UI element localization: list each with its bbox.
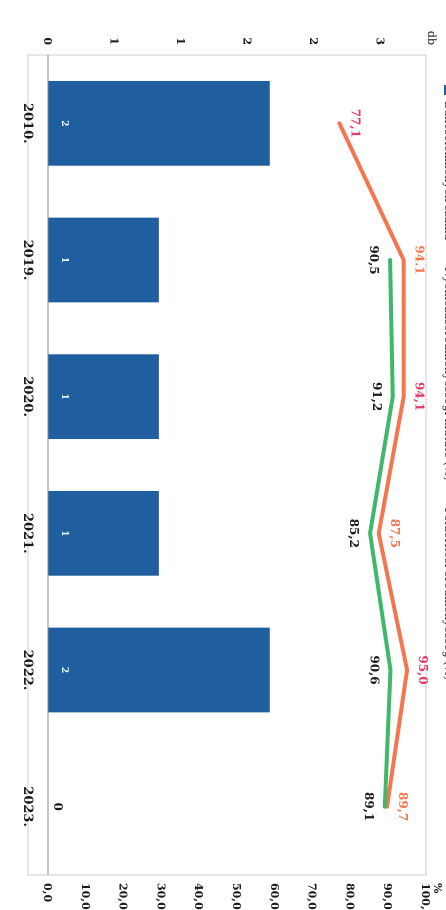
bar <box>48 627 270 713</box>
right-tick-label: 0,0 <box>41 883 54 902</box>
line-value-label: 85,2 <box>347 519 361 548</box>
legend-label: Bűncselekmények száma <box>442 101 446 241</box>
line-value-label: 77,1 <box>348 109 362 138</box>
line-value-label: 87,5 <box>388 519 402 548</box>
line-value-label: 90,5 <box>367 245 381 274</box>
left-tick-label: 2 <box>307 37 320 45</box>
category-label: 2019. <box>20 240 35 281</box>
line-value-label: 89,1 <box>362 792 376 821</box>
line-value-label: 94.1 <box>413 245 427 274</box>
line-value-label: 89,7 <box>396 792 410 821</box>
legend-label: Felderítési eredményesség (%) <box>442 508 446 680</box>
left-tick-label: 1 <box>174 37 187 45</box>
left-axis-label: db <box>425 31 438 45</box>
right-tick-label: 70,0 <box>306 883 319 910</box>
axes: 2010. 2019. 2020. 2021. 2022. 2023. 0 1 1 2 2 3 db 0,… <box>20 31 444 910</box>
series-line <box>337 121 410 809</box>
bar-value-label: 2 <box>59 667 69 673</box>
right-tick-label: 100,0 <box>419 883 432 910</box>
category-label: 2010. <box>20 103 35 144</box>
right-tick-label: 30,0 <box>154 883 167 910</box>
data-labels: 2 1 1 1 2 0 77,1 94.1 94,1 87,5 95,0 89,7 90,5 91,2 85… <box>51 109 430 822</box>
bar-value-label: 1 <box>59 530 69 536</box>
left-tick-label: 0 <box>41 37 54 45</box>
category-label: 2023. <box>20 786 35 827</box>
bar-value-label: 1 <box>59 394 69 400</box>
plot-area: 2 1 1 1 2 0 77,1 94.1 94,1 87,5 95,0 89,7 90,5 91,2 85… <box>20 31 446 910</box>
right-axis-label: % <box>431 883 444 894</box>
bar-series <box>48 80 270 713</box>
line-value-label: 95,0 <box>416 655 430 684</box>
legend: Bűncselekmények száma Nyomozáseredményess… <box>442 85 446 680</box>
right-tick-label: 20,0 <box>117 883 130 910</box>
right-tick-label: 60,0 <box>268 883 281 910</box>
category-label: 2022. <box>20 650 35 691</box>
line-value-label: 90,6 <box>367 655 381 684</box>
line-value-label: 94,1 <box>413 382 427 411</box>
bar-value-label: 2 <box>59 120 69 126</box>
line-value-label: 91,2 <box>370 382 384 411</box>
bar <box>48 490 159 576</box>
legend-label: Nyomozáseredményességi mutató (%) <box>442 267 446 481</box>
left-tick-label: 1 <box>108 37 121 45</box>
right-tick-label: 50,0 <box>230 883 243 910</box>
category-label: 2021. <box>20 513 35 554</box>
bar <box>48 217 159 303</box>
left-tick-label: 2 <box>241 37 254 45</box>
right-tick-label: 40,0 <box>192 883 205 910</box>
right-tick-label: 90,0 <box>381 883 394 910</box>
right-tick-label: 10,0 <box>79 883 92 910</box>
plot-frame <box>27 54 427 876</box>
category-label: 2020. <box>20 376 35 417</box>
bar-value-label: 0 <box>51 802 65 810</box>
bar <box>48 80 270 166</box>
right-tick-label: 80,0 <box>343 883 356 910</box>
left-tick-label: 3 <box>374 37 387 45</box>
series-line <box>368 258 395 809</box>
bar-value-label: 1 <box>59 257 69 263</box>
bar <box>48 354 159 440</box>
line-series <box>337 121 410 809</box>
